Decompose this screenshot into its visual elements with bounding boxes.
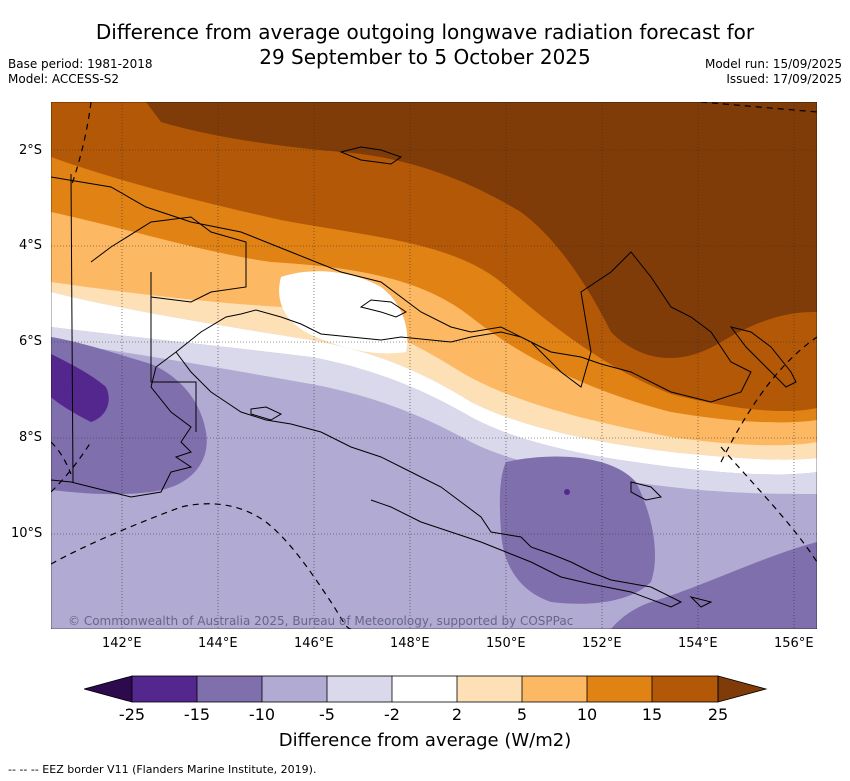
model-name: Model: ACCESS-S2 (8, 72, 120, 86)
copyright-text: © Commonwealth of Australia 2025, Bureau… (68, 614, 574, 628)
lon-label: 150°E (486, 636, 526, 651)
eez-legend: -- -- -- EEZ border V11 (Flanders Marine… (8, 763, 317, 776)
lat-label: 8°S (19, 430, 43, 445)
page-title: Difference from average outgoing longwav… (0, 20, 850, 70)
colorbar-label: -25 (118, 705, 146, 724)
lon-label: 144°E (198, 636, 238, 651)
lon-label: 154°E (678, 636, 718, 651)
lat-label: 6°S (19, 334, 43, 349)
colorbar-label: -10 (248, 705, 276, 724)
run-info: Model run: 15/09/2025 Issued: 17/09/2025 (705, 57, 842, 87)
lon-label: 146°E (294, 636, 334, 651)
colorbar-label: -15 (183, 705, 211, 724)
colorbar-label: 5 (516, 705, 528, 724)
lon-label: 152°E (582, 636, 622, 651)
colorbar (84, 675, 768, 703)
lat-label: 4°S (19, 238, 43, 253)
eez-border (51, 102, 817, 629)
lon-label: 142°E (102, 636, 142, 651)
base-info: Base period: 1981-2018 Model: ACCESS-S2 (8, 57, 153, 87)
base-period: Base period: 1981-2018 (8, 57, 153, 71)
colorbar-label: -2 (384, 705, 400, 724)
title-line-2: 29 September to 5 October 2025 (259, 45, 591, 69)
colorbar-label: 2 (451, 705, 463, 724)
coastline (51, 146, 797, 608)
forecast-map (51, 102, 817, 629)
lat-label: 10°S (11, 526, 43, 541)
lat-label: 2°S (19, 143, 43, 158)
colorbar-label: 25 (707, 705, 729, 724)
colorbar-label: -5 (319, 705, 335, 724)
issued-date: Issued: 17/09/2025 (726, 72, 842, 86)
lon-label: 148°E (390, 636, 430, 651)
lon-label: 156°E (774, 636, 814, 651)
model-run: Model run: 15/09/2025 (704, 57, 842, 71)
title-line-1: Difference from average outgoing longwav… (95, 20, 755, 44)
colorbar-label: 15 (641, 705, 663, 724)
colorbar-title: Difference from average (W/m2) (278, 730, 572, 751)
colorbar-label: 10 (576, 705, 598, 724)
